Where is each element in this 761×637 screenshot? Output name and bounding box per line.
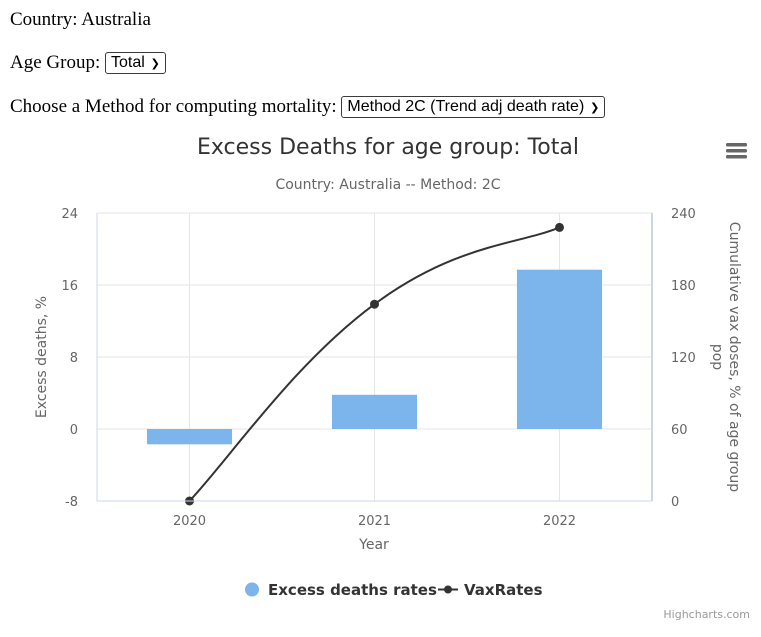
x-tick-label: 2021 xyxy=(358,514,391,529)
country-line: Country: Australia xyxy=(10,9,151,31)
method-select[interactable]: Method 2C (Trend adj death rate) ❯ xyxy=(341,96,606,118)
y2-axis-title: Cumulative vax doses, % of age grouppop xyxy=(709,222,742,493)
age-group-line: Age Group: Total ❯ xyxy=(10,52,166,74)
country-value: Australia xyxy=(81,9,151,30)
x-tick-label: 2022 xyxy=(543,514,576,529)
country-label: Country: xyxy=(10,9,78,30)
x-axis-title: Year xyxy=(358,537,389,553)
bar xyxy=(516,269,603,429)
y2-tick-label: 120 xyxy=(671,351,696,366)
legend-symbol-vax xyxy=(444,585,452,594)
bar xyxy=(331,394,418,429)
legend-item-excess[interactable]: Excess deaths rates xyxy=(245,581,437,599)
y-tick-label: -8 xyxy=(65,495,78,510)
y2-tick-label: 0 xyxy=(671,495,679,510)
method-selected: Method 2C (Trend adj death rate) xyxy=(347,98,585,115)
method-line: Choose a Method for computing mortality:… xyxy=(10,96,606,118)
legend-item-vax[interactable]: VaxRates xyxy=(438,581,543,599)
chevron-down-icon: ❯ xyxy=(150,58,160,70)
bar xyxy=(146,429,233,445)
y-axis-title: Excess deaths, % xyxy=(34,296,50,418)
age-group-select[interactable]: Total ❯ xyxy=(104,52,166,74)
y-tick-label: 8 xyxy=(70,351,78,366)
bars xyxy=(146,269,603,445)
chevron-down-icon: ❯ xyxy=(590,102,600,114)
method-label: Choose a Method for computing mortality: xyxy=(10,96,337,117)
legend-label-excess: Excess deaths rates xyxy=(268,581,437,599)
chart-title: Excess Deaths for age group: Total xyxy=(197,135,579,160)
y2-tick-label: 60 xyxy=(671,423,688,438)
hamburger-menu-icon[interactable] xyxy=(726,143,747,159)
y2-tick-label: 240 xyxy=(671,207,696,222)
line-series xyxy=(185,222,564,506)
y-tick-label: 16 xyxy=(61,279,78,294)
y2-axis-title-line: Cumulative vax doses, % of age group xyxy=(726,222,742,493)
y-tick-label: 0 xyxy=(70,423,78,438)
context-menu-button[interactable] xyxy=(724,140,750,162)
age-group-selected: Total xyxy=(110,54,145,71)
credits-link[interactable]: Highcharts.com xyxy=(663,608,750,621)
y2-axis-title-line: pop xyxy=(709,344,725,370)
vax-point xyxy=(370,299,379,309)
legend: Excess deaths rates VaxRates xyxy=(245,581,543,599)
legend-symbol-excess xyxy=(245,582,259,597)
y-tick-label: 24 xyxy=(61,207,78,222)
age-group-label: Age Group: xyxy=(10,52,101,73)
chart-subtitle: Country: Australia -- Method: 2C xyxy=(275,177,500,193)
vax-point xyxy=(555,222,564,232)
x-tick-label: 2020 xyxy=(173,514,206,529)
chart: Excess Deaths for age group: Total Count… xyxy=(34,135,750,621)
y2-tick-label: 180 xyxy=(671,279,696,294)
legend-label-vax: VaxRates xyxy=(464,581,543,599)
